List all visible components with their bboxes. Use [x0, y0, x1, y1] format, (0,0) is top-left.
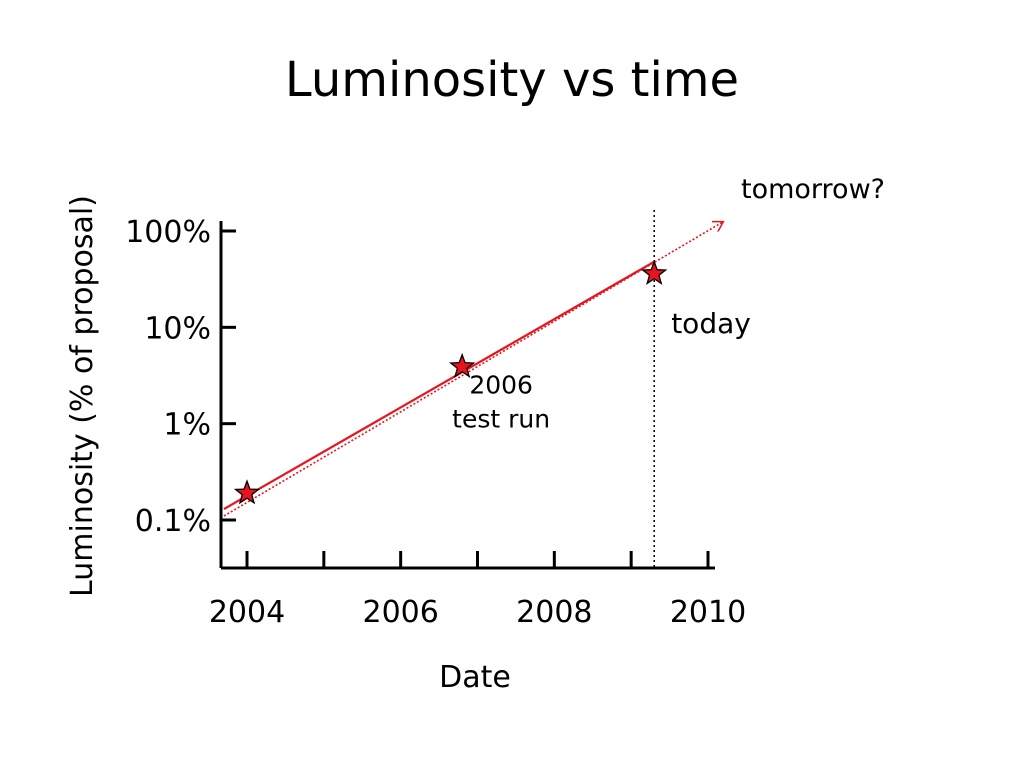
annotation-test-run: 2006 — [469, 371, 533, 400]
markers-layer — [233, 259, 668, 505]
extrapolation-line — [223, 222, 723, 517]
fit-line — [223, 260, 655, 510]
y-tick-label: 0.1% — [135, 504, 211, 539]
x-tick-label: 2004 — [209, 595, 285, 630]
x-ticks — [245, 551, 710, 568]
today-label: today — [671, 307, 751, 340]
annotation-test-run: test run — [452, 405, 550, 434]
y-tick-label: 1% — [163, 408, 211, 443]
x-tick-labels: 2004 2006 2008 2010 — [209, 595, 746, 630]
annotations-layer: 2006 test run today tomorrow? — [452, 174, 885, 434]
y-axis-label: Luminosity (% of proposal) — [65, 195, 100, 597]
y-tick-label: 10% — [144, 311, 211, 346]
x-tick-label: 2006 — [362, 595, 438, 630]
data-point-star — [448, 352, 476, 378]
y-tick-labels: 100% 10% 1% 0.1% — [125, 215, 211, 539]
x-axis-label: Date — [439, 660, 511, 695]
x-tick-label: 2010 — [670, 595, 746, 630]
data-point-star — [233, 479, 261, 505]
slide-title: Luminosity vs time — [284, 52, 740, 108]
tomorrow-label: tomorrow? — [741, 174, 885, 205]
series-layer — [223, 210, 723, 568]
y-tick-label: 100% — [125, 215, 211, 250]
x-tick-label: 2008 — [516, 595, 592, 630]
y-ticks — [221, 229, 236, 522]
data-point-star — [641, 259, 668, 285]
